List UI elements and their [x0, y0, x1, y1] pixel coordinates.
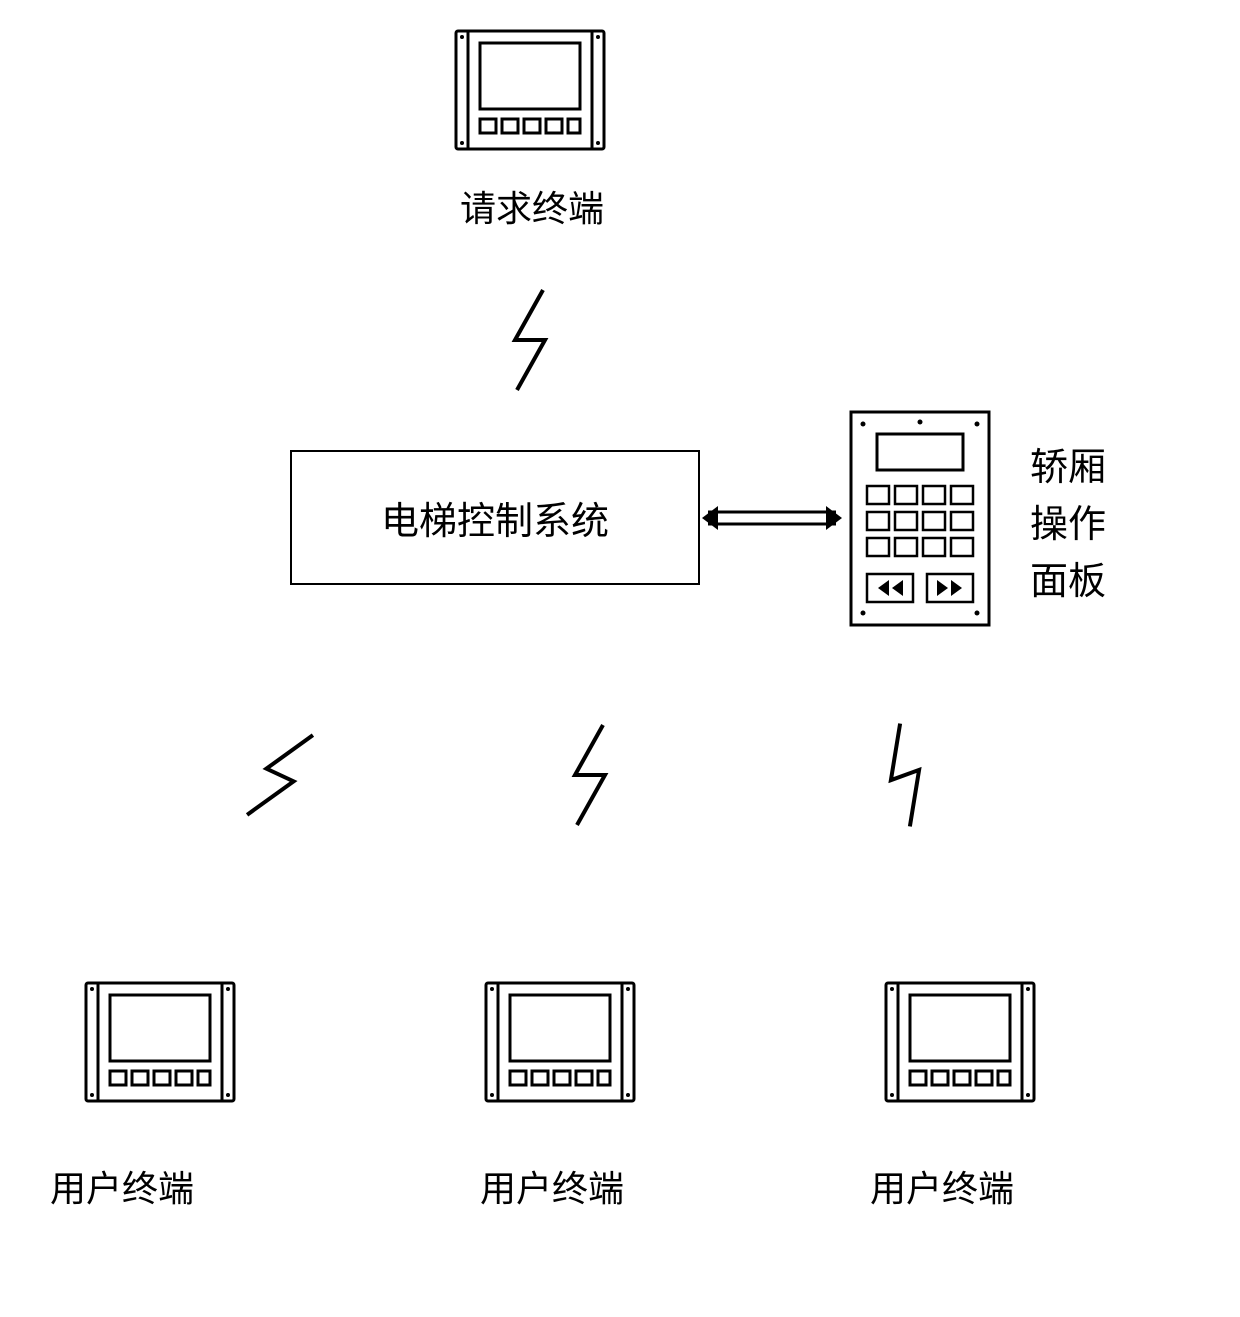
request-terminal-device	[450, 25, 610, 155]
wireless-icon	[495, 285, 565, 395]
wireless-icon	[225, 710, 335, 839]
request-terminal-label: 请求终端	[460, 180, 604, 232]
keypad-label-line2: 操作	[1030, 497, 1106, 554]
keypad-label-line1: 轿厢	[1030, 440, 1106, 497]
keypad-label-line3: 面板	[1030, 554, 1106, 611]
user-terminal-device	[80, 977, 240, 1107]
car-operation-panel-device	[845, 406, 995, 631]
car-operation-panel-label: 轿厢 操作 面板	[1030, 440, 1106, 611]
user-terminal-device	[480, 977, 640, 1107]
user-terminal-label: 用户终端	[870, 1160, 1014, 1212]
bidirectional-arrow-icon	[702, 504, 842, 532]
elevator-control-system-label: 电梯控制系统	[381, 490, 609, 545]
wireless-icon	[555, 720, 625, 830]
wireless-icon	[853, 711, 956, 838]
user-terminal-label: 用户终端	[480, 1160, 624, 1212]
elevator-control-system-box: 电梯控制系统	[290, 450, 700, 585]
user-terminal-label: 用户终端	[50, 1160, 194, 1212]
user-terminal-device	[880, 977, 1040, 1107]
